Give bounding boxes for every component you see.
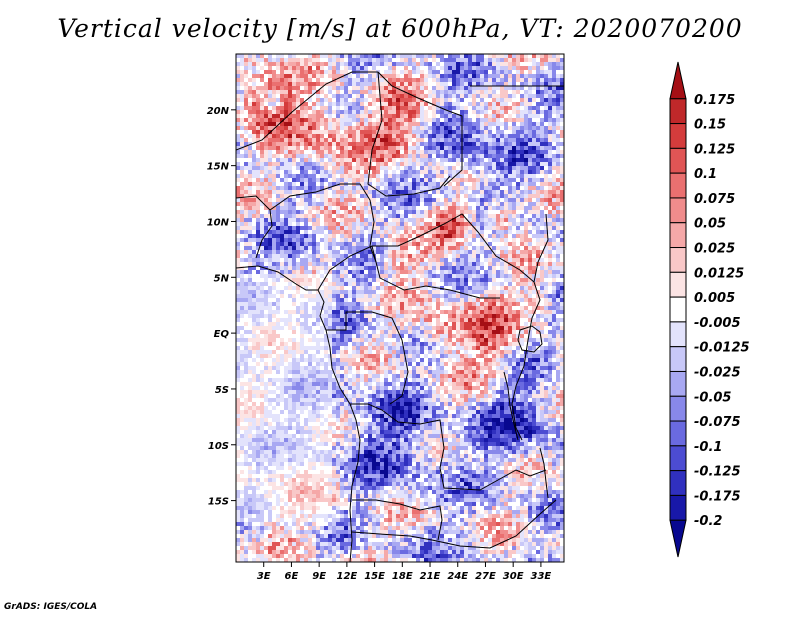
colorbar-segment xyxy=(669,395,687,422)
colorbar-segment xyxy=(669,271,687,298)
border-west-1 xyxy=(236,195,273,259)
colorbar-level-label: 0.075 xyxy=(694,192,735,207)
colorbar-segment xyxy=(669,470,687,496)
lon-tick-label: 27E xyxy=(475,571,496,582)
longitude-axis: 3E 6E 9E 12E 15E 18E 21E 24E 27E 30E 33E xyxy=(257,562,552,582)
border-central-2 xyxy=(326,311,409,405)
lat-tick-label: 5N xyxy=(214,273,230,284)
colorbar-segment xyxy=(669,222,687,249)
map-frame xyxy=(235,53,565,563)
grads-credit: GrADS: IGES/COLA xyxy=(4,602,98,612)
colorbar-level-label: -0.125 xyxy=(694,465,741,480)
colorbar-bottom-arrow xyxy=(669,519,687,558)
colorbar-segment xyxy=(669,98,687,125)
colorbar-level-label: 0.15 xyxy=(694,118,726,133)
colorbar-segment xyxy=(669,346,687,372)
country-borders xyxy=(236,71,564,562)
colorbar-level-label: -0.1 xyxy=(694,440,722,455)
lake-victoria xyxy=(517,325,543,353)
border-east-1 xyxy=(511,281,541,441)
colorbar: 0.175 0.15 0.125 0.1 0.075 0.05 0.025 0.0125 0.0… xyxy=(669,61,750,558)
colorbar-level-label: 0.1 xyxy=(694,167,717,182)
lon-tick-label: 12E xyxy=(336,571,357,582)
colorbar-level-label: -0.05 xyxy=(694,390,731,405)
border-south-2 xyxy=(352,499,443,541)
lon-tick-label: 30E xyxy=(503,571,524,582)
colorbar-segment xyxy=(669,147,687,174)
colorbar-level-label: -0.2 xyxy=(694,514,722,529)
colorbar-segment xyxy=(669,445,687,472)
colorbar-level-label: 0.0125 xyxy=(694,266,744,281)
lake-tanganyika xyxy=(503,371,519,441)
colorbar-segment xyxy=(669,370,687,397)
plot-title: Vertical velocity [m/s] at 600hPa, VT: 2… xyxy=(57,14,743,43)
colorbar-level-label: 0.125 xyxy=(694,142,735,157)
colorbar-segment xyxy=(669,172,687,199)
colorbar-segment xyxy=(669,321,687,348)
border-central-3 xyxy=(371,245,500,299)
colorbar-level-label: -0.025 xyxy=(694,365,741,380)
border-south-3 xyxy=(351,499,557,549)
border-central-1 xyxy=(317,213,535,291)
colorbar-level-label: 0.005 xyxy=(694,291,735,306)
lon-tick-label: 9E xyxy=(312,571,326,582)
colorbar-segment xyxy=(669,420,687,447)
lon-tick-label: 6E xyxy=(285,571,299,582)
colorbar-level-label: -0.005 xyxy=(694,316,741,331)
lat-tick-label: 15N xyxy=(207,162,230,173)
lon-tick-label: 3E xyxy=(257,571,271,582)
colorbar-level-label: -0.0125 xyxy=(694,341,750,356)
lat-tick-label: 10N xyxy=(207,217,230,228)
colorbar-level-label: -0.175 xyxy=(694,489,741,504)
latitude-axis: 20N 15N 10N 5N EQ 5S 10S 15S xyxy=(207,106,236,508)
vertical-velocity-field xyxy=(236,54,564,562)
lat-tick-label: 5S xyxy=(215,385,229,396)
border-north-1 xyxy=(236,71,463,187)
border-south-1 xyxy=(350,403,547,491)
colorbar-level-label: 0.175 xyxy=(694,93,735,108)
colorbar-segment xyxy=(669,197,687,224)
lon-tick-label: 21E xyxy=(420,571,441,582)
lat-tick-label: EQ xyxy=(214,329,230,340)
lon-tick-label: 15E xyxy=(364,571,385,582)
border-west-2 xyxy=(269,183,377,263)
lon-tick-label: 24E xyxy=(447,571,468,582)
colorbar-segment xyxy=(669,494,687,521)
colorbar-segment xyxy=(669,296,687,323)
border-north-2 xyxy=(367,71,451,197)
coastline xyxy=(236,265,361,562)
colorbar-top-arrow xyxy=(669,61,687,100)
lon-tick-label: 18E xyxy=(392,571,413,582)
lat-tick-label: 20N xyxy=(207,106,230,117)
colorbar-segment xyxy=(669,247,687,273)
lon-tick-label: 33E xyxy=(531,571,552,582)
colorbar-level-label: 0.05 xyxy=(694,217,726,232)
lat-tick-label: 15S xyxy=(208,497,229,508)
lake-malawi xyxy=(539,447,549,499)
colorbar-level-label: -0.075 xyxy=(694,415,741,430)
lat-tick-label: 10S xyxy=(208,441,229,452)
colorbar-level-label: 0.025 xyxy=(694,242,735,257)
colorbar-segment xyxy=(669,123,687,149)
border-east-3 xyxy=(533,213,549,283)
